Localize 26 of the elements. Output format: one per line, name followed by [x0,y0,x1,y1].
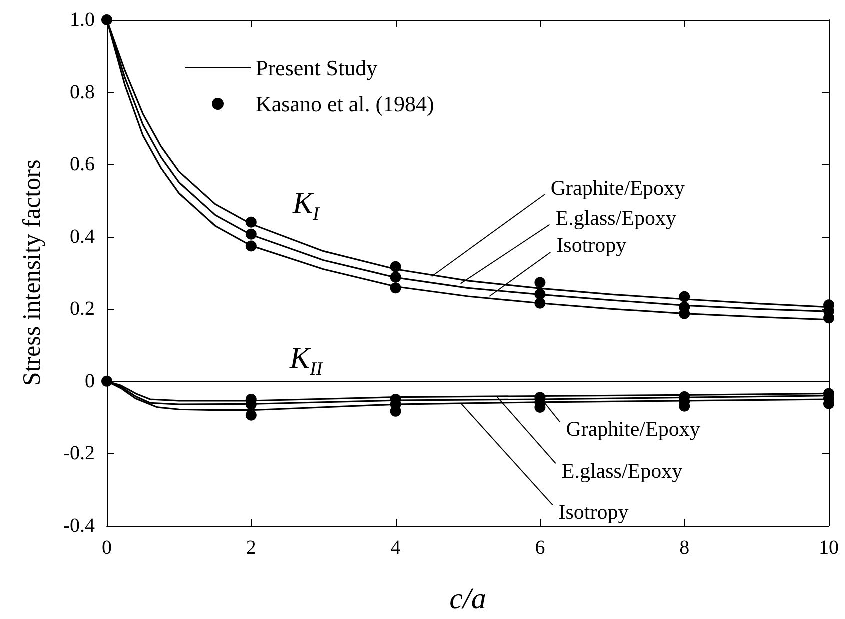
annotation: K$_{II}$ [290,342,323,380]
annotation: E.glass/Epoxy [562,458,683,483]
annotation: E.glass/Epoxy [556,206,677,230]
y-tick-label: -0.2 [63,442,95,465]
x-tick-label: 6 [535,537,546,559]
annotation: K$_{I}$ [293,187,320,225]
annotation: Isotropy [556,233,627,258]
y-tick-label: 0.8 [70,81,95,104]
x-tick-label: 10 [819,537,839,559]
y-tick-label: 1.0 [70,9,95,31]
y-axis-title: Stress intensity factors [19,160,46,386]
x-axis-title: c/a [450,582,486,616]
legend-label: Kasano et al. (1984) [256,92,434,116]
y-tick-label: 0 [85,370,95,392]
y-tick-label: 0.4 [70,226,95,248]
legend-label: Present Study [256,56,378,80]
y-tick-label: 0.2 [70,298,95,320]
x-tick-label: 2 [246,537,256,559]
x-tick-label: 0 [102,537,112,559]
y-tick-label: 0.6 [70,154,95,176]
x-tick-label: 8 [680,537,690,559]
annotation: Isotropy [558,500,629,524]
y-tick-label: -0.4 [63,515,95,537]
annotation: Graphite/Epoxy [566,417,700,442]
annotation: Graphite/Epoxy [550,176,686,200]
x-tick-label: 4 [390,537,401,559]
